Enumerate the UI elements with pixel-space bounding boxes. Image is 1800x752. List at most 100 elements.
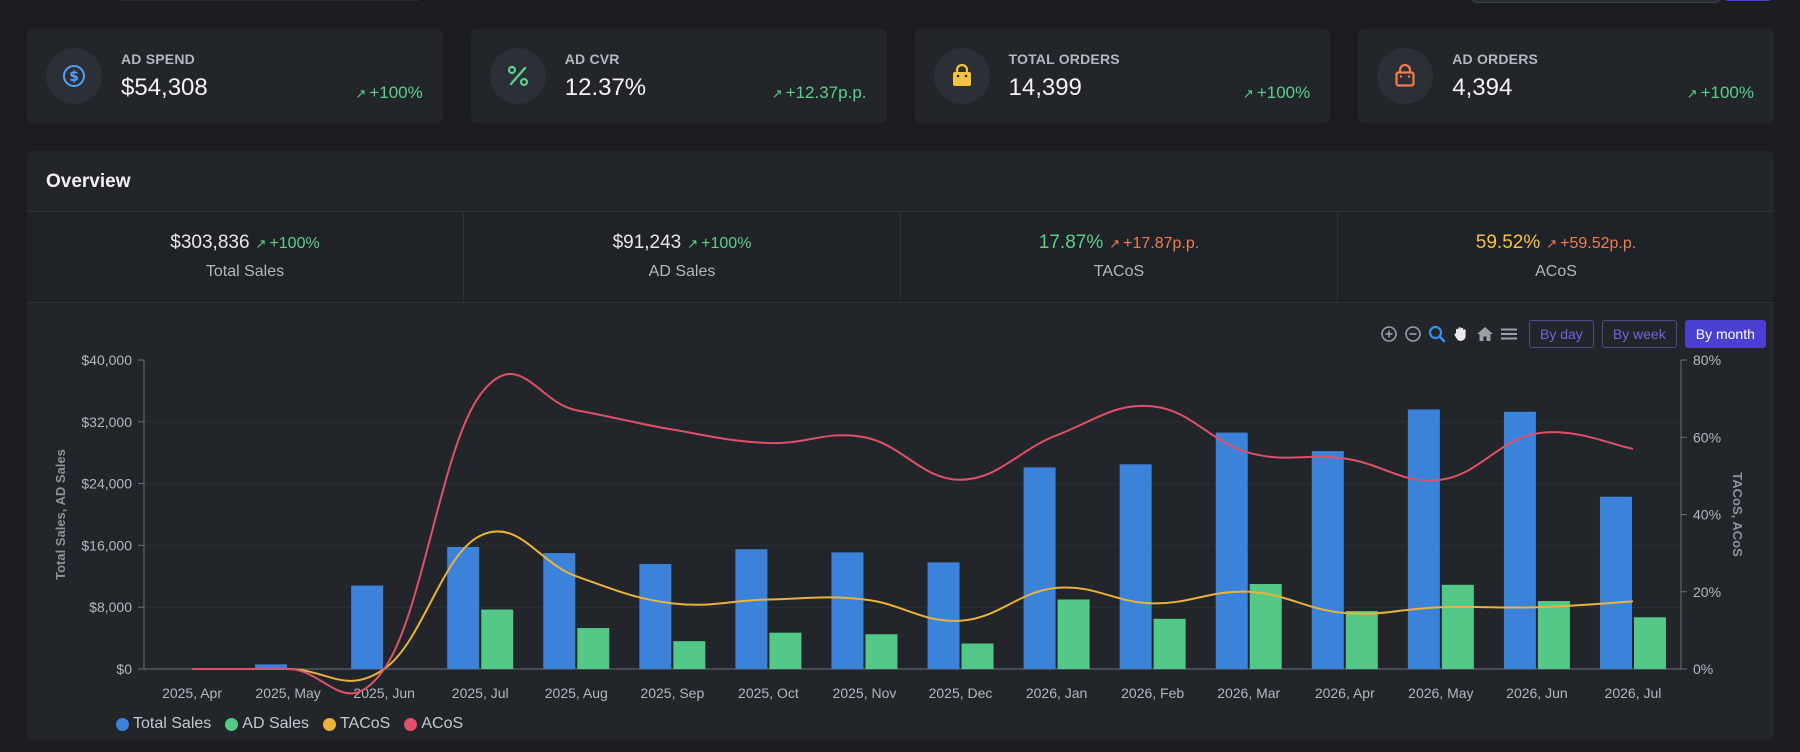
summary-value: 59.52% [1475, 232, 1541, 253]
svg-text:$: $ [69, 69, 79, 85]
arrow-up-right-icon: ↗ [1686, 86, 1698, 101]
apply-button-cropped[interactable] [1724, 0, 1772, 1]
menu-icon[interactable] [1497, 322, 1521, 346]
y2-tick-label: 40% [1693, 507, 1721, 523]
kpi-card-ad-spend: $ AD SPEND $54,308 ↗ +100% [27, 29, 443, 123]
legend-item-total-sales[interactable]: Total Sales [116, 715, 211, 733]
x-tick-label: 2026, Mar [1217, 685, 1280, 701]
y2-tick-label: 60% [1693, 429, 1721, 445]
overview-chart: $0 $8,000 $16,000 $24,000 $32,000 $40,000 0% 20… [53, 352, 1745, 701]
arrow-up-right-icon: ↗ [1242, 86, 1254, 101]
bar-total-sales [255, 664, 288, 669]
top-header-strip [0, 0, 1800, 10]
legend-dot [225, 717, 239, 731]
header-subtitle-cropped [120, 0, 420, 1]
bar-total-sales [735, 549, 768, 669]
x-tick-label: 2025, May [255, 685, 320, 701]
chart-toolbar: By day By week By month [1377, 320, 1766, 348]
bar-total-sales [1407, 409, 1440, 669]
kpi-change: ↗ +100% [1242, 83, 1311, 102]
bar-ad-sales [1441, 584, 1474, 669]
bar-total-sales [1311, 451, 1344, 669]
kpi-change: ↗ +12.37p.p. [771, 83, 867, 102]
x-tick-label: 2025, Aug [545, 685, 608, 701]
x-tick-label: 2025, Oct [738, 685, 799, 701]
bar-ad-sales [1633, 617, 1666, 669]
y2-tick-label: 20% [1693, 584, 1721, 600]
summary-ad-sales: $91,243 ↗ +100% AD Sales [464, 212, 901, 302]
y-tick-label: $32,000 [81, 414, 132, 430]
arrow-up-right-icon: ↗ [1109, 236, 1121, 251]
y-tick-label: $16,000 [81, 537, 132, 553]
bar-ad-sales [481, 609, 514, 669]
kpi-label: TOTAL ORDERS [1008, 51, 1120, 67]
percent-icon [489, 48, 546, 104]
period-by-week-button[interactable]: By week [1601, 320, 1677, 348]
period-by-month-button[interactable]: By month [1684, 320, 1766, 348]
arrow-up-right-icon: ↗ [771, 86, 783, 101]
bar-ad-sales [1537, 601, 1570, 669]
summary-label: TACoS [1093, 263, 1145, 280]
legend-dot [322, 717, 336, 731]
period-by-day-button[interactable]: By day [1529, 320, 1594, 348]
selection-zoom-icon[interactable] [1425, 322, 1449, 346]
bar-ad-sales [961, 643, 994, 669]
summary-change: ↗ +59.52p.p. [1546, 235, 1637, 252]
kpi-value: 12.37% [564, 74, 647, 101]
summary-change: ↗ +17.87p.p. [1109, 235, 1200, 252]
summary-value: $303,836 [170, 232, 250, 253]
x-tick-label: 2025, Sep [640, 685, 704, 701]
pan-hand-icon[interactable] [1449, 322, 1473, 346]
summary-change: ↗ +100% [687, 235, 752, 252]
summary-tacos: 17.87% ↗ +17.87p.p. TACoS [901, 212, 1338, 302]
zoom-in-icon[interactable] [1377, 322, 1401, 346]
kpi-card-ad-orders: AD ORDERS 4,394 ↗ +100% [1358, 29, 1774, 123]
x-tick-label: 2026, Jul [1605, 685, 1662, 701]
legend-item-tacos[interactable]: TACoS [322, 715, 390, 733]
bar-ad-sales [1153, 618, 1186, 669]
summary-label: AD Sales [648, 263, 716, 280]
y-axis-title: Total Sales, AD Sales [53, 449, 68, 580]
bar-ad-sales [769, 632, 802, 669]
bar-total-sales [1503, 411, 1536, 669]
y-tick-label: $40,000 [81, 352, 132, 368]
bar-total-sales [1215, 432, 1248, 669]
bar-total-sales [447, 546, 480, 669]
kpi-label: AD ORDERS [1452, 51, 1539, 67]
legend-item-acos[interactable]: ACoS [404, 715, 463, 733]
summary-total-sales: $303,836 ↗ +100% Total Sales [27, 212, 464, 302]
y-tick-label: $8,000 [89, 599, 132, 615]
x-tick-label: 2026, Feb [1121, 685, 1184, 701]
legend-item-ad-sales[interactable]: AD Sales [225, 715, 309, 733]
summary-label: Total Sales [205, 263, 285, 280]
y2-axis-title: TACoS, ACoS [1730, 472, 1745, 557]
zoom-out-icon[interactable] [1401, 322, 1425, 346]
bar-total-sales [927, 562, 960, 669]
y-tick-label: $0 [116, 661, 132, 677]
date-range-input-cropped[interactable] [1472, 0, 1720, 3]
bar-ad-sales [577, 628, 610, 669]
bar-ad-sales [1249, 584, 1282, 669]
line-acos [192, 372, 1634, 695]
kpi-value: $54,308 [121, 74, 208, 101]
summary-label: ACoS [1535, 263, 1577, 280]
dollar-icon: $ [46, 48, 102, 104]
bar-ad-sales [673, 641, 706, 669]
chart-legend: Total Sales AD Sales TACoS ACoS [116, 715, 463, 733]
bar-total-sales [351, 585, 384, 669]
y2-tick-label: 80% [1693, 352, 1721, 368]
x-tick-label: 2025, Jul [452, 685, 509, 701]
kpi-row: $ AD SPEND $54,308 ↗ +100% AD CVR 12.37% … [27, 29, 1774, 123]
bar-ad-sales [1345, 611, 1378, 669]
x-tick-label: 2025, Dec [929, 685, 993, 701]
summary-value: $91,243 [612, 232, 682, 253]
bar-ad-sales [1057, 599, 1090, 669]
kpi-label: AD SPEND [121, 51, 195, 67]
arrow-up-right-icon: ↗ [687, 236, 699, 251]
arrow-up-right-icon: ↗ [1546, 236, 1558, 251]
bar-total-sales [543, 553, 576, 669]
summary-acos: 59.52% ↗ +59.52p.p. ACoS [1338, 212, 1774, 302]
kpi-card-ad-cvr: AD CVR 12.37% ↗ +12.37p.p. [470, 29, 887, 123]
home-reset-icon[interactable] [1473, 322, 1497, 346]
x-tick-label: 2025, Nov [833, 685, 897, 701]
